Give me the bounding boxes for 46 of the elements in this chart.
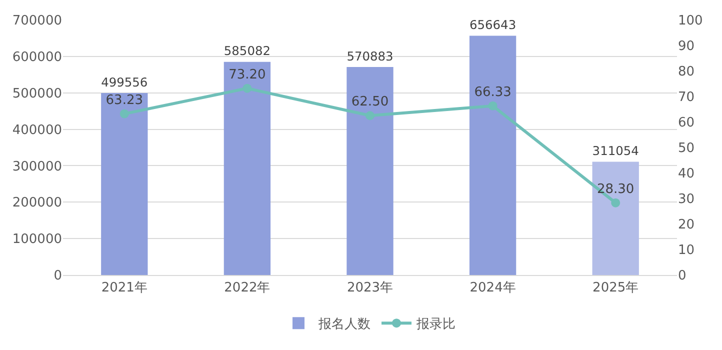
point — [242, 84, 252, 93]
data-label: 73.20 — [228, 67, 266, 82]
point — [488, 101, 498, 110]
data-label: 311054 — [592, 144, 640, 158]
point — [611, 198, 620, 208]
data-label: 63.23 — [106, 92, 144, 108]
data-label: 585082 — [224, 44, 270, 58]
y-tick-label: 0 — [54, 268, 62, 284]
y-tick-label: 100000 — [12, 232, 62, 248]
y-tick-label: 700000 — [12, 14, 62, 29]
point — [366, 111, 374, 120]
y2-tick-label: 100 — [678, 14, 703, 29]
data-label: 66.33 — [474, 84, 512, 100]
legend-label: 报录比 — [416, 317, 456, 332]
data-label: 28.30 — [596, 182, 634, 197]
y2-tick-label: 60 — [678, 116, 695, 131]
y-tick-label: 500000 — [12, 86, 62, 102]
y2-tick-label: 20 — [678, 218, 695, 233]
x-tick-label: 2023年 — [346, 280, 394, 296]
data-label: 62.50 — [351, 94, 389, 110]
y-tick-label: 600000 — [12, 50, 62, 65]
y-tick-label: 400000 — [12, 122, 62, 138]
y2-tick-label: 10 — [678, 243, 695, 258]
y-tick-label: 300000 — [12, 159, 62, 174]
y2-tick-label: 80 — [678, 64, 695, 80]
data-label: 656643 — [470, 18, 516, 32]
y2-tick-label: 30 — [678, 192, 695, 208]
x-tick-label: 2025年 — [592, 280, 639, 296]
bar — [469, 36, 516, 275]
legend-label: 报名人数 — [318, 317, 370, 332]
point — [120, 109, 129, 118]
x-tick-label: 2024年 — [470, 280, 516, 296]
y2-tick-label: 50 — [678, 141, 695, 156]
y2-tick-label: 90 — [678, 39, 695, 54]
y2-tick-label: 40 — [678, 166, 695, 182]
y2-tick-label: 70 — [678, 90, 695, 106]
y-tick-label: 200000 — [12, 196, 62, 211]
bar — [592, 162, 639, 275]
bar — [101, 93, 148, 275]
x-tick-label: 2022年 — [224, 280, 270, 296]
data-label: 499556 — [101, 75, 148, 90]
bar — [224, 62, 271, 275]
y2-tick-label: 0 — [678, 268, 686, 284]
data-label: 570883 — [346, 49, 394, 64]
bar — [346, 67, 394, 275]
x-tick-label: 2021年 — [101, 280, 148, 296]
